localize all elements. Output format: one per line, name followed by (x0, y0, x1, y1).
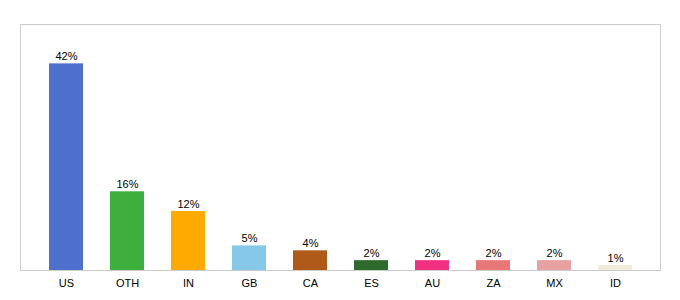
svg-text:4%: 4% (303, 237, 319, 249)
svg-text:2%: 2% (425, 247, 441, 259)
svg-text:US: US (59, 277, 74, 289)
svg-text:ZA: ZA (486, 277, 501, 289)
svg-text:ES: ES (364, 277, 379, 289)
svg-text:AU: AU (425, 277, 440, 289)
svg-text:1%: 1% (608, 252, 624, 264)
svg-text:IN: IN (183, 277, 194, 289)
svg-text:MX: MX (546, 277, 563, 289)
svg-text:12%: 12% (177, 198, 199, 210)
svg-text:CA: CA (303, 277, 319, 289)
svg-text:16%: 16% (116, 178, 138, 190)
svg-text:42%: 42% (55, 50, 77, 62)
svg-text:ID: ID (610, 277, 621, 289)
svg-text:OTH: OTH (116, 277, 139, 289)
svg-text:2%: 2% (547, 247, 563, 259)
svg-text:5%: 5% (242, 232, 258, 244)
svg-text:2%: 2% (486, 247, 502, 259)
svg-text:2%: 2% (364, 247, 380, 259)
svg-text:GB: GB (242, 277, 258, 289)
